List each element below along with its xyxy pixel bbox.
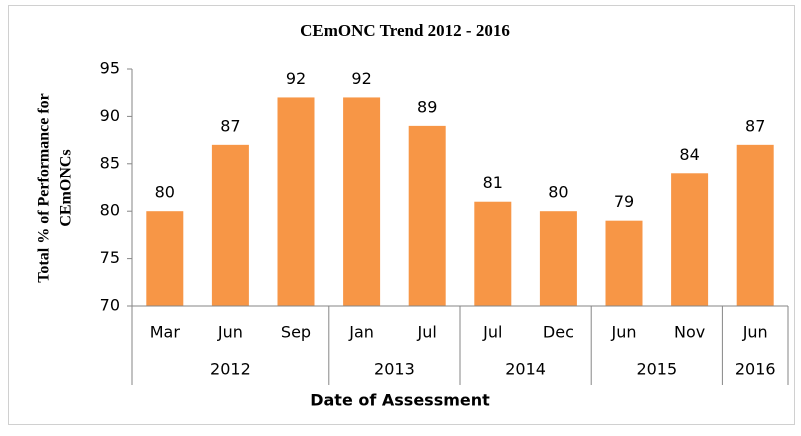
y-tick-label: 95 <box>100 59 120 78</box>
x-tick-label: Nov <box>674 323 705 342</box>
data-label: 87 <box>220 116 240 135</box>
x-tick-label: Jul <box>417 323 437 342</box>
x-tick-label: Jan <box>348 323 374 342</box>
bar <box>211 144 249 306</box>
data-label: 87 <box>745 116 765 135</box>
bar <box>539 211 577 306</box>
data-label: 92 <box>351 69 371 88</box>
y-tick-label: 75 <box>100 248 120 267</box>
x-group-label: 2013 <box>374 360 415 379</box>
x-group-label: 2016 <box>735 360 776 379</box>
data-label: 80 <box>548 183 568 202</box>
data-label: 92 <box>286 69 306 88</box>
y-axis-title: Total % of Performance for CEmONCs <box>36 93 75 283</box>
x-group-label: 2012 <box>210 360 251 379</box>
chart-title: CEmONC Trend 2012 - 2016 <box>300 21 510 40</box>
x-group-label: 2014 <box>505 360 546 379</box>
data-label: 80 <box>155 183 175 202</box>
bar <box>671 173 709 306</box>
y-tick-label: 70 <box>100 296 120 315</box>
x-tick-label: Mar <box>150 323 181 342</box>
x-tick-label: Dec <box>543 323 574 342</box>
data-label: 81 <box>483 173 503 192</box>
x-axis-title: Date of Assessment <box>310 391 490 410</box>
x-tick-label: Jun <box>742 323 768 342</box>
bar <box>277 97 315 306</box>
y-tick-label: 80 <box>100 201 120 220</box>
data-label: 89 <box>417 97 437 116</box>
y-tick-label: 85 <box>100 153 120 172</box>
bar <box>605 220 643 306</box>
bar <box>408 125 446 306</box>
y-tick-label: 90 <box>100 106 120 125</box>
y-axis-title-line: Total % of Performance for <box>36 93 53 283</box>
bar <box>146 211 184 306</box>
x-tick-label: Jun <box>217 323 243 342</box>
x-tick-label: Sep <box>281 323 311 342</box>
bar <box>343 97 381 306</box>
x-tick-label: Jun <box>611 323 637 342</box>
data-label: 84 <box>679 145 699 164</box>
y-axis-title-line: CEmONCs <box>58 149 75 226</box>
x-group-label: 2015 <box>636 360 677 379</box>
data-label: 79 <box>614 192 634 211</box>
chart-border <box>8 5 795 425</box>
bar <box>736 144 774 306</box>
bar <box>474 201 512 306</box>
x-tick-label: Jul <box>482 323 502 342</box>
